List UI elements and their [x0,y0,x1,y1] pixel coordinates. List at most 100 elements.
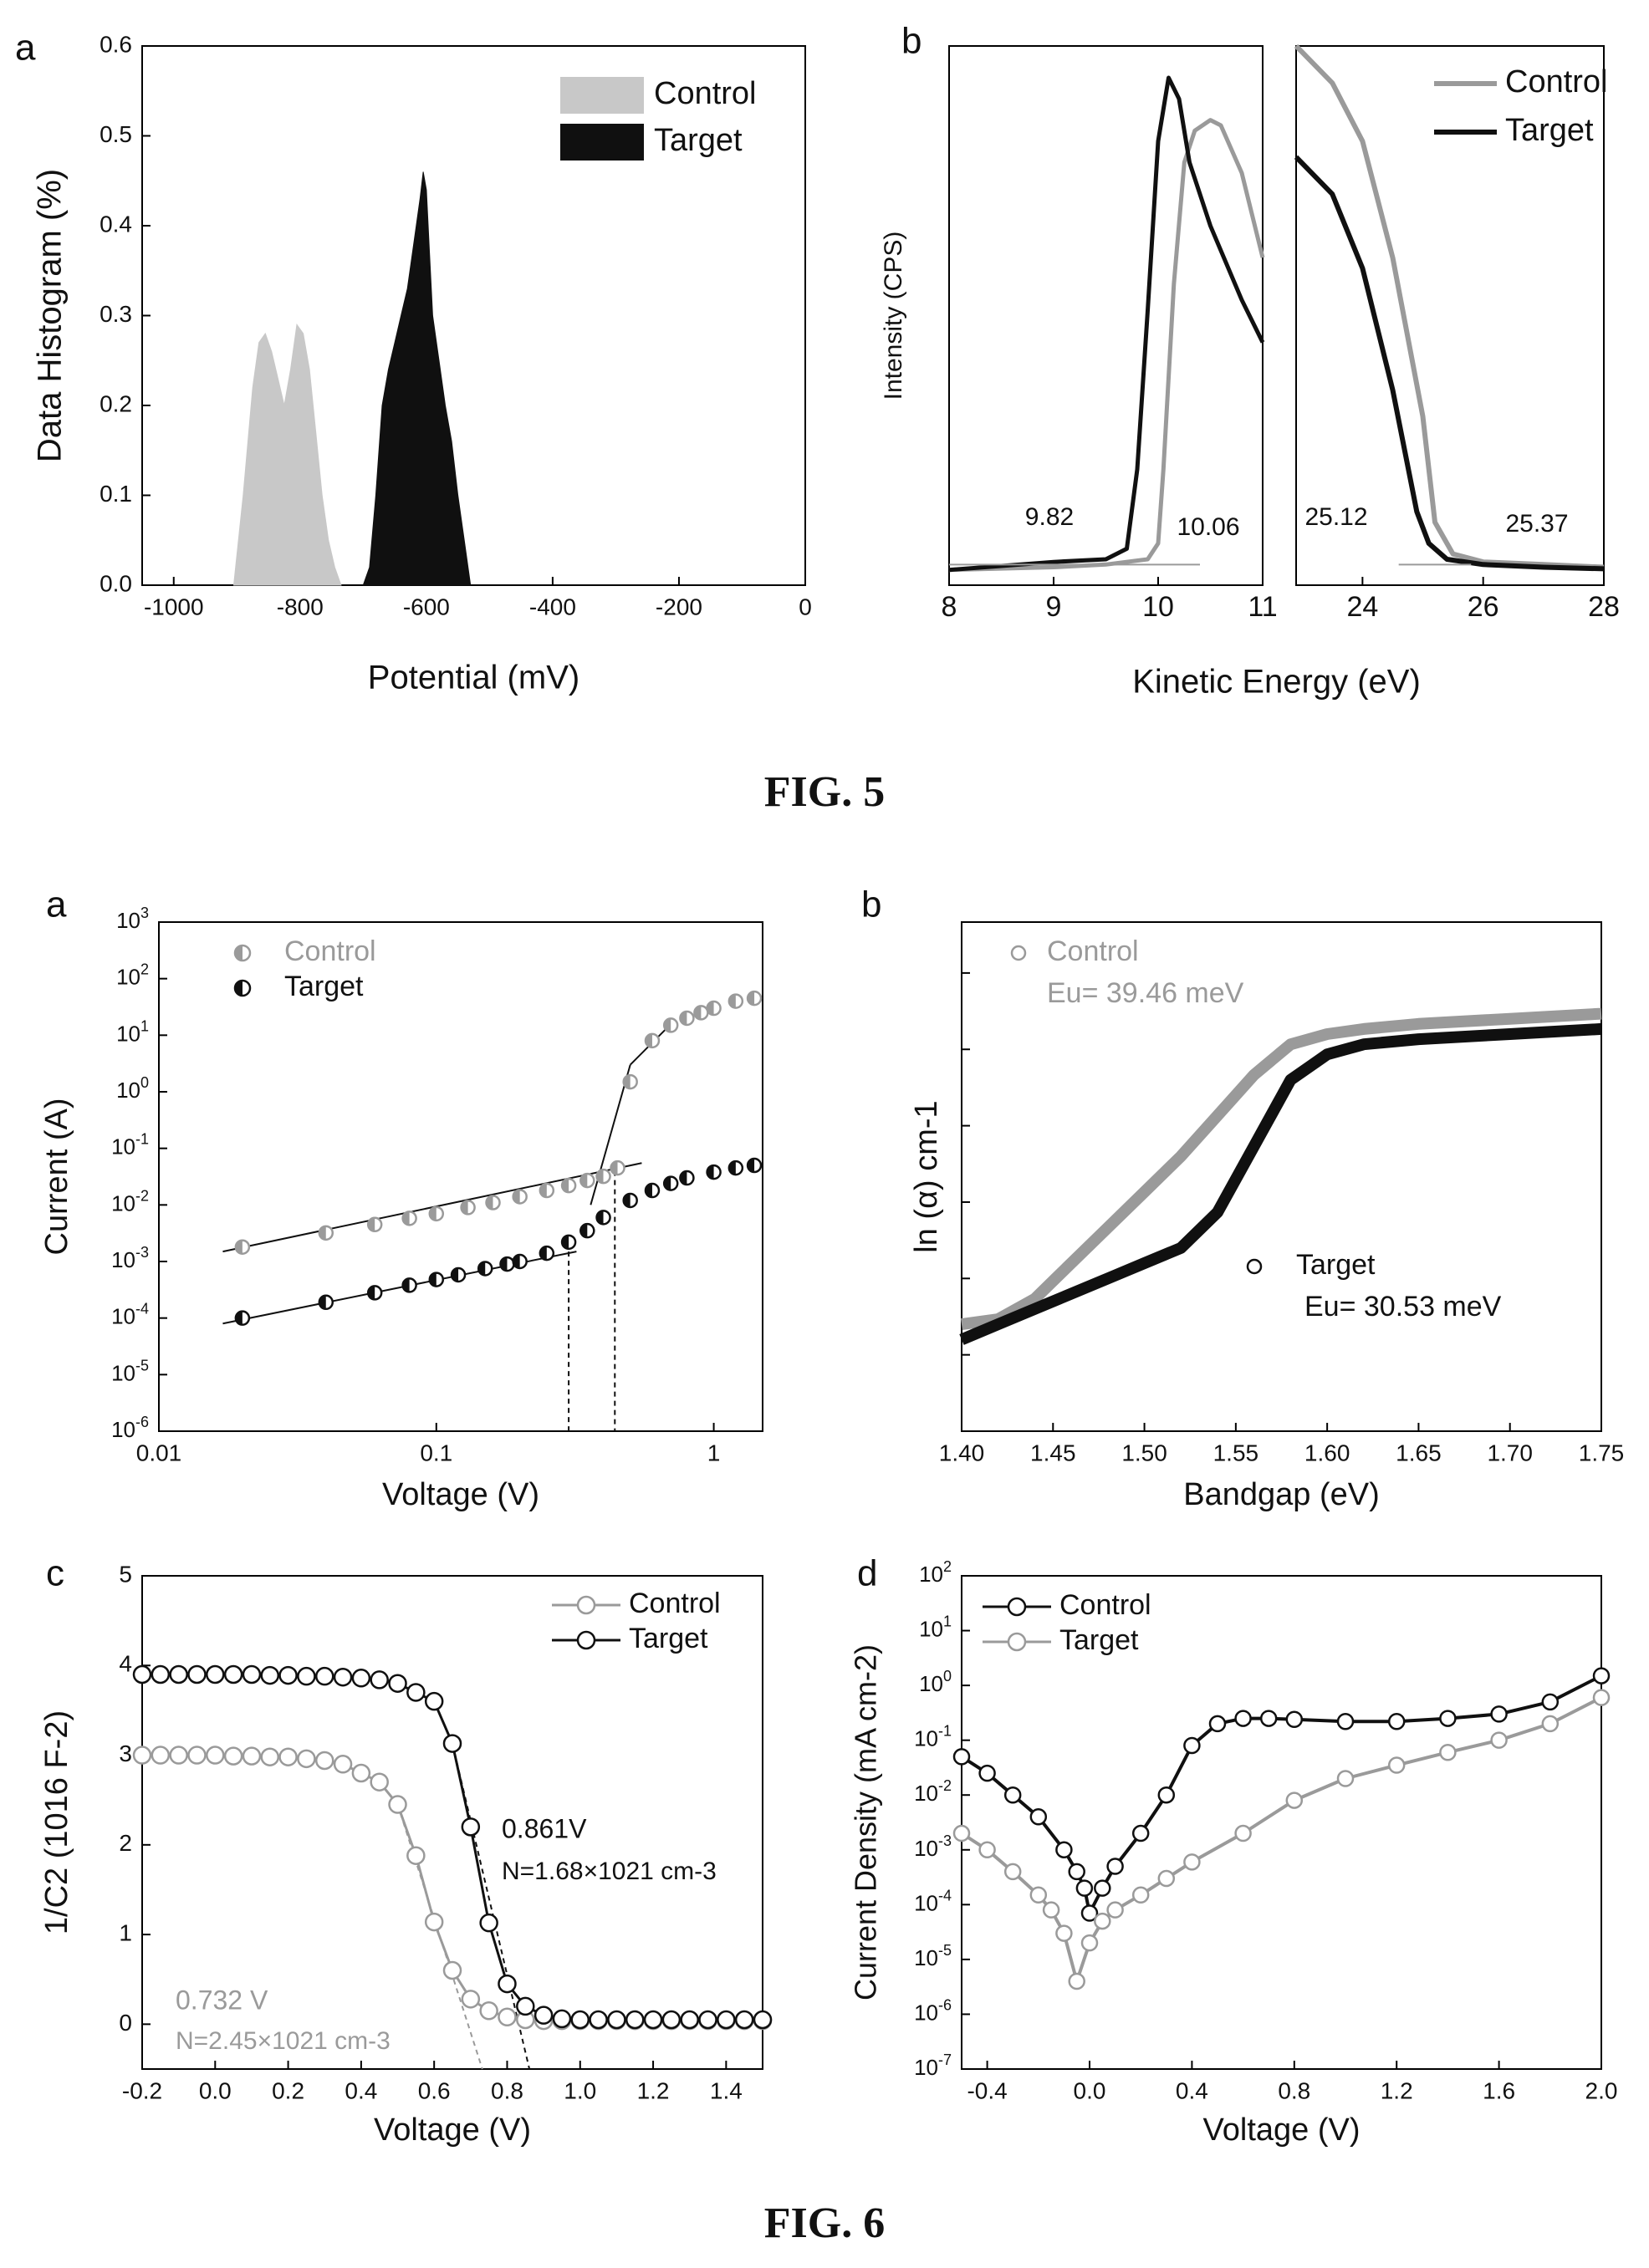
x-axis-label: Voltage (V) [374,2113,531,2148]
annotation-label: N=2.45×1021 cm-3 [176,2027,391,2055]
point-control [187,1746,207,1765]
x-tick-label: 1.4 [710,2077,743,2103]
point-target [406,1683,426,1702]
point-target [242,1664,262,1684]
point-control [1541,1693,1560,1711]
point-target [151,1664,171,1684]
y-axis-label: Current (A) [39,1098,74,1256]
point-control-fill [664,1018,671,1032]
point-control [351,1763,371,1783]
series-right-control [1294,43,1605,570]
point-control [1131,1824,1150,1842]
y-tick-label: 2 [119,1830,132,1856]
legend-label: Target [1059,1624,1139,1656]
point-control [314,1751,334,1771]
point-target [661,2010,682,2030]
y-tick-label: 5 [119,1561,132,1587]
point-control [1080,1904,1099,1922]
point-target [1106,1901,1124,1919]
x-tick-label: 11 [1248,591,1277,623]
panel-label: c [46,1553,64,1594]
point-control [333,1755,353,1774]
point-control [1234,1710,1252,1727]
x-tick-label: 1.75 [1579,1440,1625,1465]
point-control-fill [645,1033,652,1047]
plot-frame-6c [141,1575,763,2070]
series-right-target [1294,155,1605,572]
y-tick-label: 10-1 [111,1130,149,1159]
point-target [498,1974,517,1994]
point-target-fill [402,1278,410,1292]
plot-frame-6a [158,921,763,1432]
plot-frame-5b-right [1295,45,1605,586]
x-tick-label: 2.0 [1585,2077,1618,2103]
y-tick-label: 0.4 [100,211,132,237]
point-target [1042,1901,1060,1919]
plot-frame-5b-left [948,45,1264,586]
point-control [1183,1736,1201,1755]
x-tick-label: 0.01 [136,1440,182,1465]
point-target-fill [429,1272,436,1287]
point-control-fill [748,991,755,1006]
x-tick-label: -0.2 [122,2077,162,2103]
point-control [1439,1710,1457,1727]
x-tick-label: -200 [656,594,702,619]
x-tick-label: 1.45 [1030,1440,1076,1465]
y-tick-label: 0.6 [100,31,132,57]
y-tick-label: 101 [919,1613,952,1641]
legend-marker-control [576,1595,596,1615]
point-target [479,1913,498,1933]
point-control [1029,1808,1048,1826]
point-target [206,1664,225,1684]
y-tick-label: 10-1 [914,1722,952,1751]
plot-frame-6d [961,1575,1602,2070]
point-control-fill [539,1184,547,1198]
legend-marker-target [1007,1632,1027,1652]
legend-label: Target [1505,113,1594,148]
chart-fig6b: b 1.40 1.45 1.50 1.55 1.60 1.65 1.70 1.75 Bandgap… [861,884,1624,1512]
legend-marker-target [576,1630,596,1650]
point-target [1131,1886,1150,1904]
series-target [959,1022,1602,1345]
legend-label: Target [654,123,743,158]
x-tick-label: 0.1 [420,1440,452,1465]
point-control-fill [707,1001,714,1016]
point-control [1157,1786,1176,1804]
point-target-fill [680,1171,687,1185]
y-tick-label: 10-5 [111,1357,149,1385]
point-target [442,1734,462,1753]
chart-fig5b: b 8 9 10 11 24 26 28 Kinetic Energy (eV) Intensit… [880,21,1620,701]
point-control [1075,1879,1094,1897]
point-target [952,1824,971,1842]
point-control-fill [610,1161,618,1175]
point-target [370,1670,389,1690]
y-axis-label: ln (α) cm-1 [909,1100,944,1252]
annotation-label: 25.37 [1505,510,1568,538]
point-control [461,1990,481,2009]
point-target [1029,1886,1048,1904]
point-target-fill [368,1286,375,1300]
point-target-fill [707,1165,714,1180]
panel-label: a [15,28,36,69]
point-control [1068,1863,1085,1881]
point-control [1592,1667,1611,1684]
point-control-fill [562,1179,569,1193]
y-tick-label: 3 [119,1740,132,1766]
legend-label: Control [1047,935,1139,967]
point-target [734,2010,754,2030]
point-control [1387,1712,1406,1730]
point-target [169,1664,188,1684]
point-target [1439,1743,1457,1761]
y-tick-label: 0.0 [100,570,132,596]
x-tick-label: 0 [799,594,812,619]
point-control [370,1772,389,1791]
point-control-fill [694,1006,702,1020]
x-tick-label: 10 [1142,591,1174,623]
annotation-label: 25.12 [1304,503,1367,531]
y-tick-label: 4 [119,1651,132,1677]
x-tick-label: 1.65 [1396,1440,1442,1465]
point-target [570,2010,590,2030]
y-tick-label: 10-7 [914,2051,952,2080]
legend-label: Target [629,1623,708,1654]
point-target-fill [562,1235,569,1249]
